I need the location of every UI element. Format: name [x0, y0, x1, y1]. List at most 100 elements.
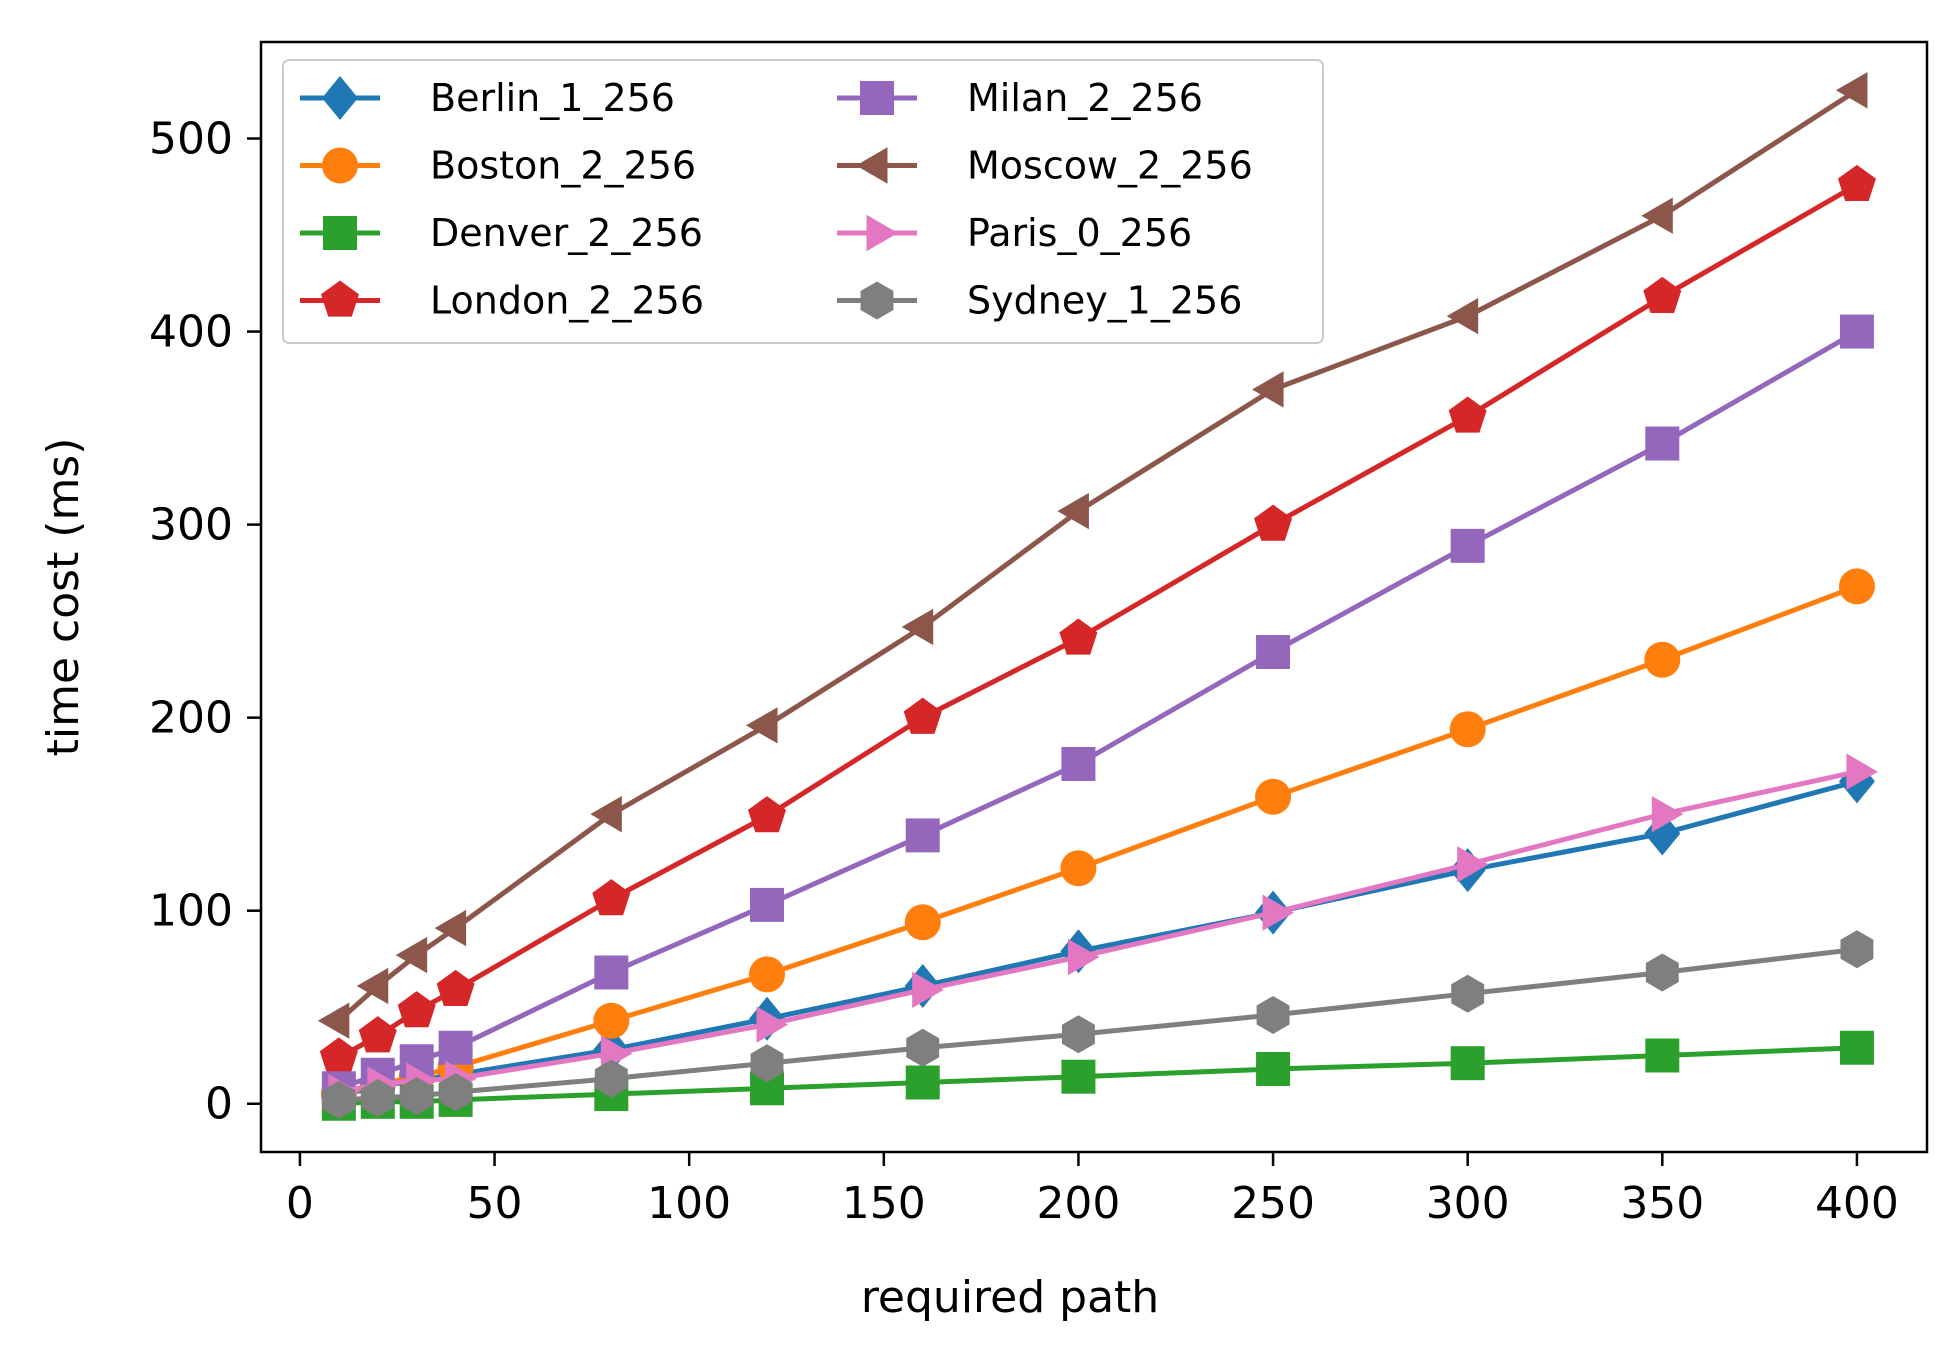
x-tick-label: 50: [467, 1178, 523, 1229]
data-point: [748, 796, 787, 833]
legend-item-moscow-2-256: Moscow_2_256: [837, 144, 1253, 188]
legend-marker: [322, 147, 358, 184]
series-milan-2-256: [321, 314, 1874, 1106]
data-point: [1839, 1030, 1874, 1065]
data-point: [1262, 894, 1295, 931]
data-point: [1450, 1046, 1485, 1081]
data-point: [400, 1077, 434, 1116]
data-point: [1061, 1015, 1095, 1054]
legend-marker: [860, 81, 894, 115]
legend-marker: [320, 280, 360, 317]
y-tick-label: 500: [149, 114, 233, 165]
x-axis: 0 50 100 150 200 250 300 350 400: [286, 1152, 1899, 1229]
legend-label: Berlin_1_256: [430, 76, 675, 120]
data-point: [1837, 164, 1876, 202]
data-point: [1839, 314, 1874, 349]
data-point: [434, 909, 467, 947]
data-point: [1846, 753, 1878, 790]
data-point: [903, 697, 942, 734]
legend-label: Denver_2_256: [430, 211, 703, 255]
x-tick-label: 350: [1620, 1178, 1704, 1229]
y-tick-label: 300: [149, 500, 233, 551]
legend: Berlin_1_256 Boston_2_256 Denver_2_256 Lond…: [282, 59, 1324, 344]
legend-item-boston-2-256: Boston_2_256: [300, 144, 696, 188]
data-point: [750, 887, 785, 922]
data-point: [756, 1006, 789, 1043]
data-point: [439, 1073, 473, 1112]
data-point: [1254, 504, 1293, 541]
x-axis-label: required path: [861, 1272, 1159, 1323]
series-layer: [317, 72, 1878, 1121]
legend-label: London_2_256: [430, 279, 704, 323]
data-point: [1835, 72, 1868, 109]
legend-label: Milan_2_256: [967, 76, 1203, 120]
data-point: [1838, 568, 1875, 605]
data-point: [1256, 635, 1291, 670]
data-point: [594, 955, 629, 990]
x-tick-label: 0: [286, 1178, 314, 1229]
data-point: [1645, 1038, 1680, 1073]
data-point: [1256, 1051, 1291, 1086]
legend-marker: [866, 214, 898, 252]
y-axis: 0 100 200 300 400 500: [149, 114, 261, 1130]
data-point: [901, 608, 934, 646]
x-tick-label: 200: [1036, 1178, 1120, 1229]
x-tick-label: 400: [1815, 1178, 1899, 1229]
data-point: [438, 1030, 473, 1065]
data-point: [593, 1002, 630, 1039]
data-point: [1446, 297, 1479, 335]
series-london-2-256: [319, 164, 1876, 1074]
data-point: [1256, 995, 1290, 1034]
legend-item-berlin-1-256: Berlin_1_256: [300, 76, 675, 120]
plot-frame: [259, 40, 1929, 1154]
legend-label: Sydney_1_256: [967, 279, 1242, 323]
y-tick-label: 100: [149, 886, 233, 937]
data-point: [317, 1002, 350, 1039]
legend-item-paris-0-256: Paris_0_256: [837, 211, 1192, 255]
data-point: [1060, 850, 1097, 887]
legend-marker: [323, 216, 357, 250]
data-point: [1057, 492, 1089, 530]
x-tick-label: 100: [647, 1178, 731, 1229]
data-point: [1059, 618, 1098, 655]
data-point: [904, 904, 941, 941]
data-point: [1651, 795, 1684, 833]
data-point: [1061, 746, 1096, 781]
legend-box: [282, 59, 1324, 344]
data-point: [746, 707, 778, 744]
y-tick-label: 200: [149, 693, 233, 744]
legend-label: Paris_0_256: [967, 211, 1192, 255]
data-point: [1643, 276, 1682, 313]
data-point: [912, 971, 944, 1009]
x-tick-label: 300: [1426, 1178, 1510, 1229]
legend-marker: [322, 76, 358, 120]
data-point: [322, 1080, 356, 1119]
x-tick-label: 250: [1231, 1178, 1315, 1229]
data-point: [1448, 396, 1487, 433]
legend-marker: [860, 281, 894, 320]
data-point: [395, 936, 428, 974]
data-point: [319, 1037, 358, 1074]
data-point: [1645, 426, 1680, 461]
legend-label: Moscow_2_256: [967, 144, 1253, 188]
data-point: [361, 1078, 395, 1117]
series-sydney-1-256: [322, 930, 1874, 1119]
data-point: [1645, 953, 1679, 992]
data-point: [1457, 846, 1489, 883]
data-point: [905, 1065, 940, 1100]
data-point: [590, 795, 622, 833]
data-point: [1644, 641, 1681, 678]
data-point: [397, 991, 436, 1028]
data-point: [1255, 778, 1292, 815]
legend-item-milan-2-256: Milan_2_256: [837, 76, 1203, 120]
data-point: [1252, 371, 1284, 408]
y-tick-label: 400: [149, 307, 233, 358]
data-point: [749, 956, 786, 993]
legend-label: Boston_2_256: [430, 144, 696, 188]
data-point: [1840, 930, 1874, 969]
data-point: [592, 879, 631, 916]
data-point: [906, 1028, 940, 1067]
x-tick-label: 150: [842, 1178, 926, 1229]
data-point: [750, 1044, 784, 1083]
